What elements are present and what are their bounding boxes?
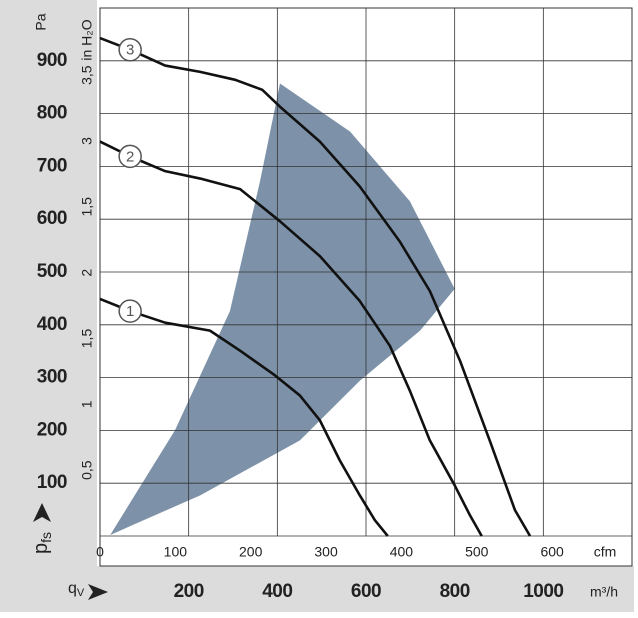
x-symbol-sub: V xyxy=(77,587,85,599)
y-tick-label: 500 xyxy=(37,261,67,282)
y-symbol-sub: fs xyxy=(38,532,54,543)
x2-tick-label: 300 xyxy=(314,544,338,560)
y-tick-label: 600 xyxy=(37,208,67,229)
bottom-panel xyxy=(0,566,634,612)
curve-label-circle xyxy=(118,144,142,169)
curve-label-circle xyxy=(118,299,142,323)
x-tick-label: 400 xyxy=(262,581,292,602)
y-tick-label: 800 xyxy=(37,103,67,124)
y-symbol: pfs xyxy=(30,532,53,554)
x-tick-label: 1000 xyxy=(523,581,563,602)
x-symbol: qV xyxy=(68,580,85,599)
y-tick-label: 700 xyxy=(37,155,67,176)
y-axis-label: Pa xyxy=(33,13,49,30)
y-symbol-main: p xyxy=(30,543,52,554)
plot-layer: 1 2 3 xyxy=(99,8,632,537)
curve xyxy=(99,297,389,537)
legend-label: 1 xyxy=(126,303,134,320)
y2-tick-label: 3,5 xyxy=(79,65,95,85)
y2-tick-label: 0,5 xyxy=(79,460,95,480)
y2-tick-label: 3 xyxy=(79,137,95,145)
x2-tick-label: 400 xyxy=(390,544,414,560)
y2-tick-label: 1,5 xyxy=(79,197,95,217)
y-tick-label: 900 xyxy=(37,50,67,71)
legend-label: 3 xyxy=(126,42,134,59)
x-arrow xyxy=(88,584,108,600)
y2-tick-label: 1,5 xyxy=(79,329,95,349)
x2-axis-label: cfm xyxy=(594,544,617,560)
x2-tick-label: 100 xyxy=(164,544,188,560)
x-tick-label: 200 xyxy=(174,581,204,602)
curve xyxy=(99,36,532,537)
x-tick-label: 800 xyxy=(440,581,470,602)
y2-tick-label: 1 xyxy=(79,400,95,408)
left-panel xyxy=(0,0,97,566)
x-symbol-main: q xyxy=(68,580,77,597)
x2-tick-label: 0 xyxy=(96,544,104,560)
curve xyxy=(99,140,483,537)
y-tick-label: 400 xyxy=(37,314,67,335)
y-tick-label: 200 xyxy=(37,419,67,440)
x-tick-label: 600 xyxy=(351,581,381,602)
legend-label: 2 xyxy=(126,148,134,165)
x2-tick-label: 200 xyxy=(239,544,263,560)
x2-tick-label: 500 xyxy=(465,544,489,560)
curve-label-circle xyxy=(118,37,142,62)
y-tick-label: 100 xyxy=(37,472,67,493)
y2-axis-label: in H₂O xyxy=(79,19,95,60)
x2-tick-label: 600 xyxy=(540,544,564,560)
y-tick-label: 300 xyxy=(37,367,67,388)
y2-tick-label: 2 xyxy=(79,269,95,277)
y-arrow xyxy=(33,503,51,522)
x-axis-label: m³/h xyxy=(590,584,618,600)
